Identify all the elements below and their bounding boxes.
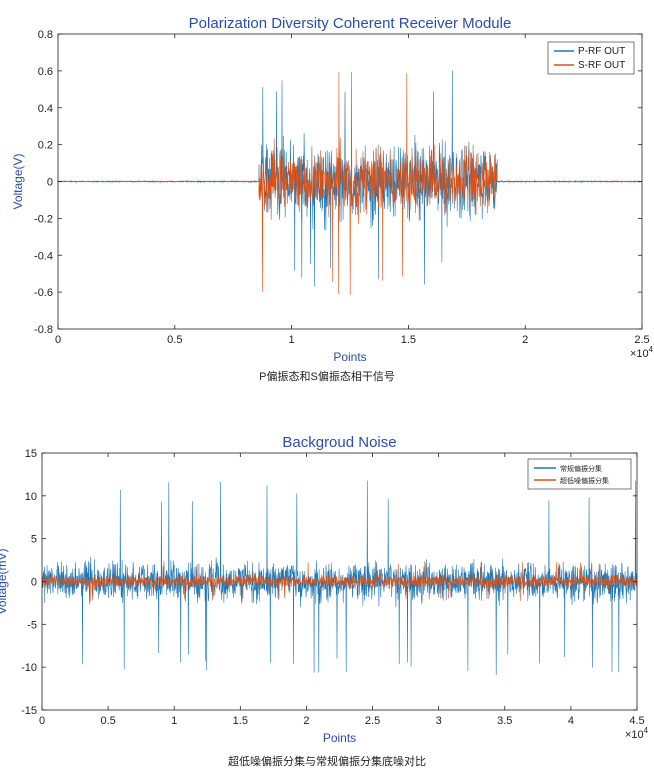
- x-tick-label: 2: [522, 334, 528, 346]
- y-tick-label: -0.2: [34, 213, 53, 225]
- chart-title: Backgroud Noise: [282, 434, 396, 451]
- chart-2-caption: 超低噪偏振分集与常规偏振分集底噪对比: [228, 756, 426, 768]
- y-tick-label: 15: [25, 448, 37, 460]
- legend-label-1: 常规偏振分集: [560, 464, 602, 473]
- x-tick-label: 0.5: [167, 334, 182, 346]
- y-tick-label: -0.6: [34, 287, 53, 299]
- x-tick-label: 0: [55, 334, 61, 346]
- chart-1-svg: Polarization Diversity Coherent Receiver…: [11, 15, 654, 364]
- x-tick-label: 4.5: [629, 715, 644, 727]
- y-tick-label: 0: [47, 177, 53, 189]
- chart-title: Polarization Diversity Coherent Receiver…: [189, 15, 512, 32]
- chart-2: Backgroud Noise Points Voltage(mV) 0 0.5 1 1.5…: [0, 423, 654, 783]
- legend-label-2: S-RF OUT: [578, 60, 625, 71]
- legend-label-2: 超低噪偏振分集: [560, 476, 609, 485]
- x-tick-label: 2.5: [634, 334, 649, 346]
- x-tick-label: 2: [303, 715, 309, 727]
- y-tick-label: 5: [31, 534, 37, 546]
- series-line-2: [42, 560, 637, 602]
- y-tick-label: 0.4: [38, 103, 53, 115]
- x-tick-label: 1: [171, 715, 177, 727]
- plot-area: [58, 70, 642, 296]
- y-tick-label: 0.8: [38, 29, 53, 41]
- x-tick-label: 0: [39, 715, 45, 727]
- x-axis-label: Points: [333, 350, 366, 364]
- x-tick-label: 4: [568, 715, 574, 727]
- x-axis-label: Points: [323, 731, 356, 745]
- series-line-1: [42, 480, 637, 676]
- x-tick-label: 3.5: [497, 715, 512, 727]
- x-tick-label: 1: [289, 334, 295, 346]
- y-tick-label: 0: [31, 577, 37, 589]
- y-tick-label: -0.8: [34, 324, 53, 336]
- plot-area: [42, 480, 637, 676]
- legend-label-1: P-RF OUT: [578, 46, 625, 57]
- x-tick-label: 0.5: [100, 715, 115, 727]
- legend-box: [547, 41, 635, 75]
- y-axis-label: Voltage(mV): [0, 548, 9, 614]
- legend-box: [527, 458, 632, 490]
- x-exponent-power: 4: [649, 345, 654, 354]
- y-tick-label: 0.2: [38, 140, 53, 152]
- y-tick-label: 0.6: [38, 66, 53, 78]
- y-axis-label: Voltage(V): [11, 153, 25, 209]
- x-exponent-label: ×104: [630, 345, 654, 360]
- y-tick-label: -0.4: [34, 250, 53, 262]
- chart-1-caption: P偏振态和S偏振态相干信号: [259, 371, 395, 383]
- x-exponent-power: 4: [644, 726, 649, 735]
- y-tick-label: -15: [21, 705, 37, 717]
- chart-1: Polarization Diversity Coherent Receiver…: [0, 0, 654, 390]
- y-tick-label: -10: [21, 662, 37, 674]
- y-tick-label: 10: [25, 491, 37, 503]
- x-tick-label: 1.5: [401, 334, 416, 346]
- y-tick-label: -5: [27, 619, 37, 631]
- x-tick-label: 3: [436, 715, 442, 727]
- x-exponent-label: ×104: [625, 726, 649, 741]
- chart-2-svg: Backgroud Noise Points Voltage(mV) 0 0.5 1 1.5…: [0, 434, 649, 745]
- x-tick-label: 2.5: [365, 715, 380, 727]
- series-line-2: [58, 71, 642, 296]
- x-tick-label: 1.5: [233, 715, 248, 727]
